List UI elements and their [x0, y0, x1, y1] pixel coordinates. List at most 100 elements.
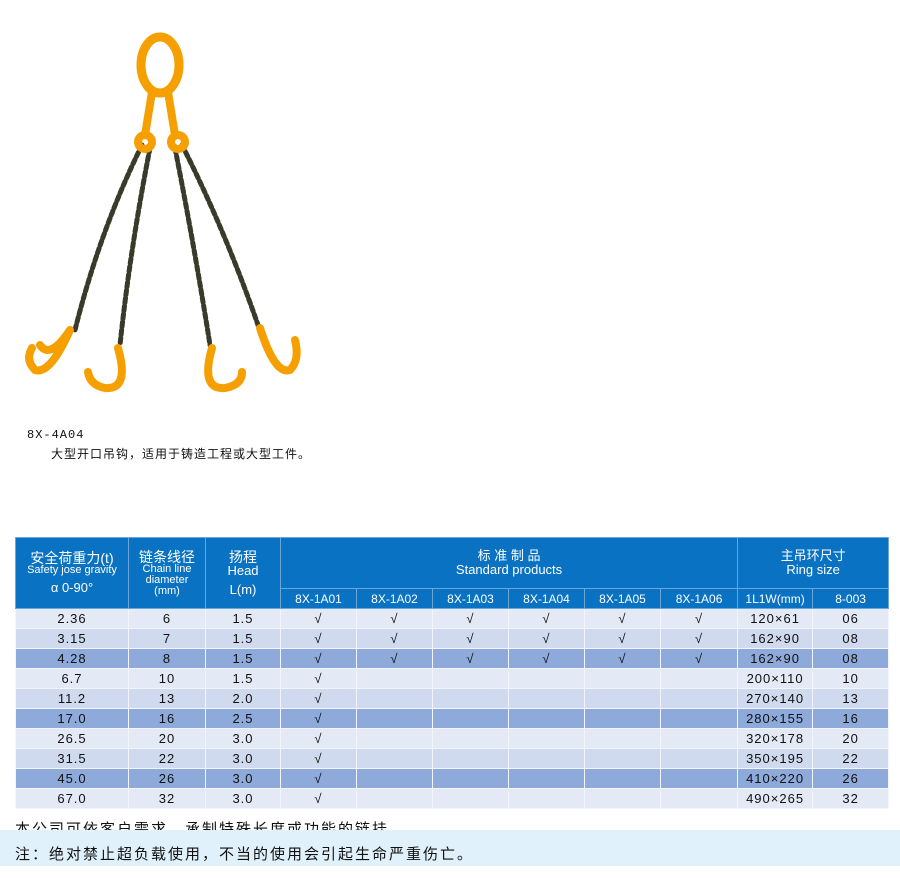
table-cell: 32	[812, 788, 890, 809]
table-cell	[508, 768, 585, 789]
table-cell	[584, 768, 661, 789]
table-cell	[432, 728, 509, 749]
table-cell: 280×155	[737, 708, 814, 729]
table-cell: 2.5	[205, 708, 281, 729]
header-load: 安全荷重力(t) Safety jose gravity α 0-90°	[15, 537, 129, 609]
subheader-cell: 8X-1A06	[659, 588, 739, 609]
table-cell: 410×220	[737, 768, 814, 789]
table-cell	[508, 708, 585, 729]
table-cell: 45.0	[15, 768, 129, 789]
table-cell	[432, 708, 509, 729]
table-cell: √	[659, 648, 739, 669]
table-cell: 20	[812, 728, 890, 749]
table-cell: √	[356, 628, 433, 649]
table-cell: 10	[812, 668, 890, 689]
table-cell: √	[584, 608, 661, 629]
table-cell: 17.0	[15, 708, 129, 729]
table-cell: 3.0	[205, 748, 281, 769]
table-cell: √	[584, 648, 661, 669]
chain-leg	[172, 145, 213, 348]
header-chain-diameter: 链条线径 Chain line diameter (mm)	[128, 537, 206, 609]
table-cell: 3.0	[205, 728, 281, 749]
table-cell	[508, 728, 585, 749]
table-cell	[508, 688, 585, 709]
table-cell: 270×140	[737, 688, 814, 709]
table-cell: 08	[812, 628, 890, 649]
table-cell: 3.0	[205, 768, 281, 789]
table-cell	[659, 688, 739, 709]
table-cell: 2.36	[15, 608, 129, 629]
table-row: 6.7 10 1.5 √ 200×110 10	[15, 668, 890, 689]
subheader-cell: 8X-1A04	[508, 588, 585, 609]
subheader-cell: 8-003	[812, 588, 890, 609]
table-cell: 13	[812, 688, 890, 709]
table-cell: 8	[128, 648, 206, 669]
table-row: 2.36 6 1.5 √ √ √ √ √ √ 120×61 06	[15, 608, 890, 629]
table-cell	[584, 708, 661, 729]
table-cell: √	[280, 728, 357, 749]
table-cell: 350×195	[737, 748, 814, 769]
table-row: 4.28 8 1.5 √ √ √ √ √ √ 162×90 08	[15, 648, 890, 669]
table-cell: √	[432, 628, 509, 649]
table-cell: 120×61	[737, 608, 814, 629]
table-cell: 08	[812, 648, 890, 669]
table-cell	[584, 688, 661, 709]
table-cell: 2.0	[205, 688, 281, 709]
subheader-cell: 8X-1A02	[356, 588, 433, 609]
table-cell: 4.28	[15, 648, 129, 669]
spec-table: 安全荷重力(t) Safety jose gravity α 0-90° 链条线…	[15, 537, 890, 809]
table-cell	[432, 768, 509, 789]
table-cell: 490×265	[737, 788, 814, 809]
table-cell: 20	[128, 728, 206, 749]
table-cell: 11.2	[15, 688, 129, 709]
table-cell: 7	[128, 628, 206, 649]
header-ring-size: 主吊环尺寸 Ring size	[737, 537, 890, 589]
table-cell	[659, 728, 739, 749]
table-row: 11.2 13 2.0 √ 270×140 13	[15, 688, 890, 709]
sub-links	[141, 88, 179, 139]
table-cell: √	[280, 788, 357, 809]
table-cell: √	[508, 648, 585, 669]
hook	[256, 324, 301, 375]
table-cell: √	[432, 608, 509, 629]
subheader-cell: 8X-1A01	[280, 588, 357, 609]
hook	[204, 344, 246, 393]
table-cell	[356, 708, 433, 729]
product-description: 大型开口吊钩，适用于铸造工程或大型工件。	[51, 447, 312, 461]
table-cell: √	[584, 628, 661, 649]
table-cell: 16	[128, 708, 206, 729]
table-cell	[584, 788, 661, 809]
warning-note: 注：绝对禁止超负载使用，不当的使用会引起生命严重伤亡。	[15, 845, 475, 863]
table-cell	[356, 668, 433, 689]
subheader-cell: 8X-1A03	[432, 588, 509, 609]
table-cell	[432, 788, 509, 809]
table-cell	[356, 688, 433, 709]
table-cell: 13	[128, 688, 206, 709]
table-cell	[356, 768, 433, 789]
table-cell	[584, 728, 661, 749]
table-cell: 06	[812, 608, 890, 629]
table-cell: √	[280, 768, 357, 789]
table-cell	[508, 788, 585, 809]
table-cell	[659, 748, 739, 769]
table-cell	[659, 768, 739, 789]
table-cell: √	[280, 608, 357, 629]
table-cell: √	[280, 628, 357, 649]
table-cell: 1.5	[205, 648, 281, 669]
table-row: 31.5 22 3.0 √ 350×195 22	[15, 748, 890, 769]
table-cell: √	[432, 648, 509, 669]
table-cell: 67.0	[15, 788, 129, 809]
table-cell: 162×90	[737, 648, 814, 669]
table-cell: √	[280, 748, 357, 769]
table-cell: 31.5	[15, 748, 129, 769]
table-row: 26.5 20 3.0 √ 320×178 20	[15, 728, 890, 749]
chain-leg	[117, 145, 153, 348]
table-cell: √	[280, 648, 357, 669]
table-cell: 1.5	[205, 628, 281, 649]
table-cell	[659, 788, 739, 809]
table-cell	[659, 708, 739, 729]
table-cell: 26	[812, 768, 890, 789]
chain-leg	[179, 142, 261, 328]
table-cell: √	[280, 708, 357, 729]
table-cell: 22	[128, 748, 206, 769]
